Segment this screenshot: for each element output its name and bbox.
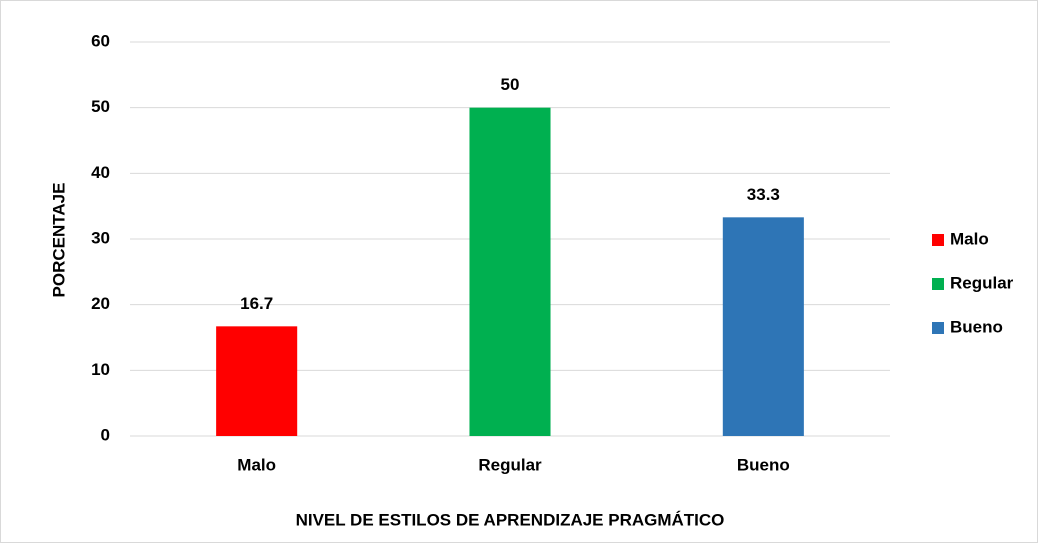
- y-tick-label: 10: [91, 360, 110, 379]
- bar: [722, 217, 804, 436]
- x-tick-label: Malo: [237, 455, 276, 474]
- legend-label: Malo: [950, 229, 989, 248]
- y-tick-label: 50: [91, 97, 110, 116]
- y-axis-label: PORCENTAJE: [49, 183, 68, 298]
- bar: [216, 326, 298, 436]
- legend-label: Regular: [950, 273, 1014, 292]
- x-tick-label: Regular: [478, 455, 542, 474]
- legend-label: Bueno: [950, 317, 1003, 336]
- data-label: 33.3: [747, 185, 780, 204]
- y-tick-label: 30: [91, 228, 110, 247]
- legend-swatch: [932, 234, 944, 246]
- bar: [469, 107, 551, 437]
- y-tick-label: 0: [101, 425, 110, 444]
- x-tick-label: Bueno: [737, 455, 790, 474]
- legend-swatch: [932, 278, 944, 290]
- x-axis-label: NIVEL DE ESTILOS DE APRENDIZAJE PRAGMÁTI…: [296, 510, 725, 529]
- y-tick-label: 40: [91, 163, 110, 182]
- legend-swatch: [932, 322, 944, 334]
- data-label: 50: [501, 75, 520, 94]
- y-tick-label: 60: [91, 31, 110, 50]
- y-tick-label: 20: [91, 294, 110, 313]
- data-label: 16.7: [240, 294, 273, 313]
